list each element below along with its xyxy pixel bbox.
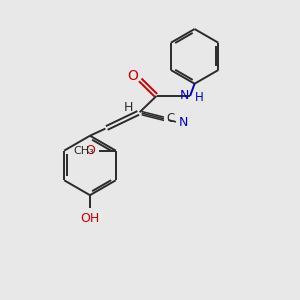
Text: H: H <box>124 101 133 114</box>
Text: OH: OH <box>80 212 100 224</box>
Text: O: O <box>85 144 95 157</box>
Text: N: N <box>179 89 189 102</box>
Text: O: O <box>127 69 138 83</box>
Text: C: C <box>166 112 175 125</box>
Text: N: N <box>179 116 188 129</box>
Text: CH₃: CH₃ <box>74 146 94 156</box>
Text: H: H <box>195 91 203 104</box>
